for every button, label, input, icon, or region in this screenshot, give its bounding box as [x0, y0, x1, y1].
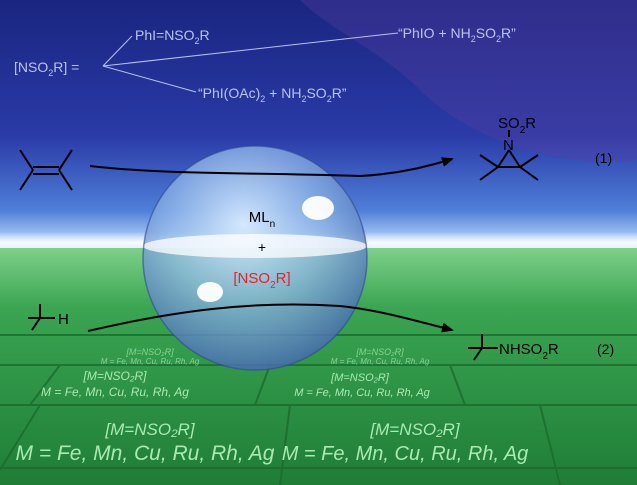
tile-metals: M = Fe, Mn, Cu, Ru, Rh, Ag: [41, 385, 189, 399]
tile-formula: [M=NSO₂R]: [355, 347, 404, 357]
tile-formula: [M=NSO₂R]: [330, 372, 390, 384]
tile-formula: [M=NSO₂R]: [83, 369, 148, 383]
aziridine-product: [479, 130, 539, 181]
tile-grid: [0, 334, 637, 485]
tile-metals: M = Fe, Mn, Cu, Ru, Rh, Ag: [101, 357, 200, 366]
reaction1-number: (1): [595, 150, 612, 166]
reagent-option-phioac: “PhI(OAc)2 + NH2SO2R”: [198, 85, 347, 104]
reagent-branch: [102, 35, 133, 67]
tile-formula: [M=NSO₂R]: [369, 420, 460, 439]
alkane-substrate: [28, 304, 55, 331]
metal-complex-label: MLn: [249, 209, 275, 230]
tile-metals: M = Fe, Mn, Cu, Ru, Rh, Ag: [16, 442, 275, 465]
substrate-hydrogen: H: [58, 311, 69, 328]
plus-sign: +: [258, 239, 266, 255]
tile-metals: M = Fe, Mn, Cu, Ru, Rh, Ag: [331, 357, 430, 366]
reagent-option-iminoiodinane: PhI=NSO2R: [135, 27, 210, 46]
purple-cloud: [300, 0, 637, 162]
tile-metals: M = Fe, Mn, Cu, Ru, Rh, Ag: [294, 387, 430, 399]
aziridine-sulfonyl-group: SO2R: [498, 115, 536, 136]
reagent-branch: [102, 65, 197, 93]
tile-metals: M = Fe, Mn, Cu, Ru, Rh, Ag: [282, 443, 529, 465]
tile-formula: [M=NSO₂R]: [125, 347, 174, 357]
reagent-branch: [102, 32, 399, 67]
reaction2-path: [87, 303, 454, 333]
catalyst-sphere: [142, 145, 368, 371]
reagent-label: [NSO2R] =: [14, 59, 79, 78]
aziridine-nitrogen: N: [503, 137, 514, 154]
reaction1-path: [89, 157, 454, 178]
amine-product: [468, 334, 498, 361]
reaction2-number: (2): [597, 341, 614, 357]
tile-formula: [M=NSO₂R]: [104, 420, 195, 439]
alkene-substrate: [19, 149, 73, 191]
nitrene-source-label: [NSO2R]: [233, 270, 290, 291]
reagent-option-phio: “PhIO + NH2SO2R”: [398, 25, 516, 44]
sulfonamide-product: NHSO2R: [499, 341, 559, 362]
